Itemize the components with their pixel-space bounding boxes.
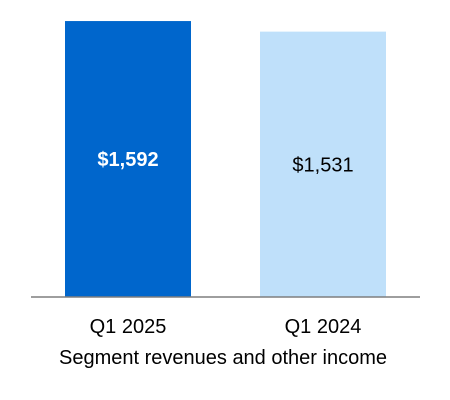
bar-q1-2025 [65, 21, 191, 297]
bar-q1-2024 [260, 31, 386, 297]
x-axis-title: Segment revenues and other income [59, 347, 387, 369]
labels-layer: $1,592 Q1 2025 $1,531 Q1 2024 [90, 149, 362, 338]
bar-value-label: $1,592 [97, 149, 158, 171]
x-tick-label: Q1 2024 [285, 316, 362, 338]
bars-layer [65, 21, 386, 297]
x-tick-label: Q1 2025 [90, 316, 167, 338]
bar-value-label: $1,531 [292, 154, 353, 176]
